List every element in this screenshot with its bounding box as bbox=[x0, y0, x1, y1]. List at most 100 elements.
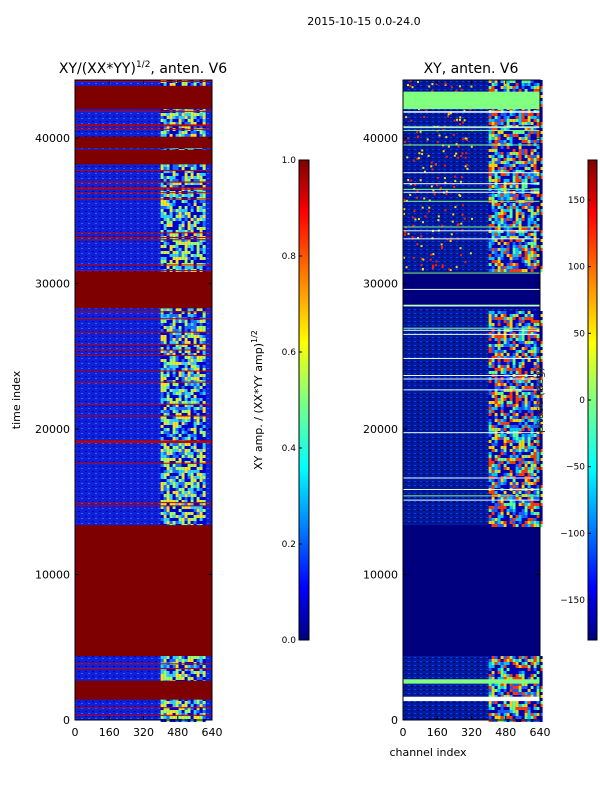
amplitude-pixel bbox=[172, 467, 176, 470]
amplitude-pixel bbox=[172, 248, 176, 251]
phase-pixel bbox=[503, 257, 507, 260]
amplitude-pixel bbox=[199, 476, 203, 479]
amplitude-pixel bbox=[181, 179, 185, 182]
amplitude-pixel bbox=[181, 470, 185, 473]
amplitude-pixel bbox=[175, 383, 179, 386]
amplitude-pixel bbox=[178, 83, 182, 86]
amplitude-pixel bbox=[178, 362, 182, 365]
amplitude-pixel bbox=[202, 167, 206, 170]
amplitude-pixel bbox=[166, 521, 170, 524]
amplitude-pixel bbox=[172, 398, 176, 401]
amplitude-pixel bbox=[190, 677, 194, 680]
amplitude-flag-line bbox=[75, 441, 212, 443]
amplitude-pixel bbox=[175, 377, 179, 380]
phase-pixel bbox=[503, 386, 507, 389]
phase-pixel bbox=[521, 161, 525, 164]
phase-pixel bbox=[497, 350, 501, 353]
amplitude-pixel bbox=[196, 344, 200, 347]
phase-pixel bbox=[509, 176, 513, 179]
amplitude-pixel bbox=[202, 224, 206, 227]
phase-pixel bbox=[527, 266, 531, 269]
amplitude-pixel bbox=[196, 473, 200, 476]
amplitude-pixel bbox=[160, 479, 164, 482]
amplitude-pixel bbox=[193, 374, 197, 377]
y-tick-label: 20000 bbox=[35, 423, 70, 436]
phase-pixel bbox=[533, 146, 537, 149]
amplitude-pixel bbox=[178, 494, 182, 497]
phase-pixel bbox=[524, 221, 528, 224]
amplitude-pixel bbox=[166, 182, 170, 185]
amplitude-pixel bbox=[199, 332, 203, 335]
phase-pixel bbox=[500, 245, 504, 248]
phase-pixel bbox=[524, 155, 528, 158]
phase-pixel bbox=[503, 134, 507, 137]
amplitude-pixel bbox=[193, 659, 197, 662]
amplitude-pixel bbox=[178, 518, 182, 521]
amplitude-pixel bbox=[184, 491, 188, 494]
amplitude-pixel bbox=[193, 419, 197, 422]
amplitude-pixel bbox=[166, 233, 170, 236]
phase-pixel bbox=[524, 215, 528, 218]
phase-pixel bbox=[491, 245, 495, 248]
phase-pixel bbox=[515, 152, 519, 155]
amplitude-pixel bbox=[190, 704, 194, 707]
phase-pixel bbox=[488, 356, 492, 359]
amplitude-pixel bbox=[160, 248, 164, 251]
phase-pixel bbox=[533, 335, 537, 338]
phase-pixel bbox=[506, 134, 510, 137]
amplitude-pixel bbox=[172, 329, 176, 332]
phase-pixel bbox=[503, 392, 507, 395]
amplitude-pixel bbox=[175, 473, 179, 476]
amplitude-pixel bbox=[187, 392, 191, 395]
phase-pixel bbox=[521, 254, 525, 257]
amplitude-pixel bbox=[166, 356, 170, 359]
phase-pixel bbox=[533, 254, 537, 257]
amplitude-pixel bbox=[160, 125, 164, 128]
phase-pixel bbox=[506, 362, 510, 365]
amplitude-pixel bbox=[184, 497, 188, 500]
amplitude-pixel bbox=[196, 671, 200, 674]
amplitude-pixel bbox=[190, 458, 194, 461]
phase-pixel bbox=[497, 356, 501, 359]
amplitude-pixel bbox=[163, 401, 167, 404]
amplitude-pixel bbox=[187, 458, 191, 461]
amplitude-pixel bbox=[175, 218, 179, 221]
amplitude-pixel bbox=[193, 83, 197, 86]
amplitude-pixel bbox=[172, 476, 176, 479]
amplitude-pixel bbox=[175, 398, 179, 401]
amplitude-pixel bbox=[187, 485, 191, 488]
amplitude-pixel bbox=[160, 365, 164, 368]
amplitude-pixel bbox=[181, 194, 185, 197]
amplitude-pixel bbox=[196, 83, 200, 86]
amplitude-pixel bbox=[196, 194, 200, 197]
phase-pixel bbox=[497, 203, 501, 206]
phase-pixel bbox=[506, 344, 510, 347]
amplitude-pixel bbox=[184, 446, 188, 449]
phase-pixel bbox=[536, 386, 540, 389]
phase-pixel bbox=[497, 239, 501, 242]
amplitude-pixel bbox=[181, 707, 185, 710]
amplitude-pixel bbox=[202, 659, 206, 662]
amplitude-pixel bbox=[184, 164, 188, 167]
phase-pixel bbox=[539, 236, 543, 239]
amplitude-pixel bbox=[202, 713, 206, 716]
phase-pixel bbox=[497, 251, 501, 254]
amplitude-pixel bbox=[199, 251, 203, 254]
amplitude-pixel bbox=[166, 194, 170, 197]
phase-pixel bbox=[497, 194, 501, 197]
phase-pixel bbox=[491, 224, 495, 227]
amplitude-pixel bbox=[181, 170, 185, 173]
amplitude-pixel bbox=[166, 509, 170, 512]
amplitude-pixel bbox=[181, 407, 185, 410]
phase-pixel bbox=[503, 179, 507, 182]
amplitude-pixel bbox=[190, 374, 194, 377]
amplitude-pixel bbox=[175, 335, 179, 338]
phase-pixel bbox=[506, 233, 510, 236]
amplitude-pixel bbox=[187, 113, 191, 116]
amplitude-pixel bbox=[184, 254, 188, 257]
phase-pixel bbox=[512, 230, 516, 233]
phase-pixel bbox=[512, 83, 516, 86]
phase-pixel bbox=[503, 206, 507, 209]
phase-pixel bbox=[515, 215, 519, 218]
amplitude-pixel bbox=[160, 206, 164, 209]
